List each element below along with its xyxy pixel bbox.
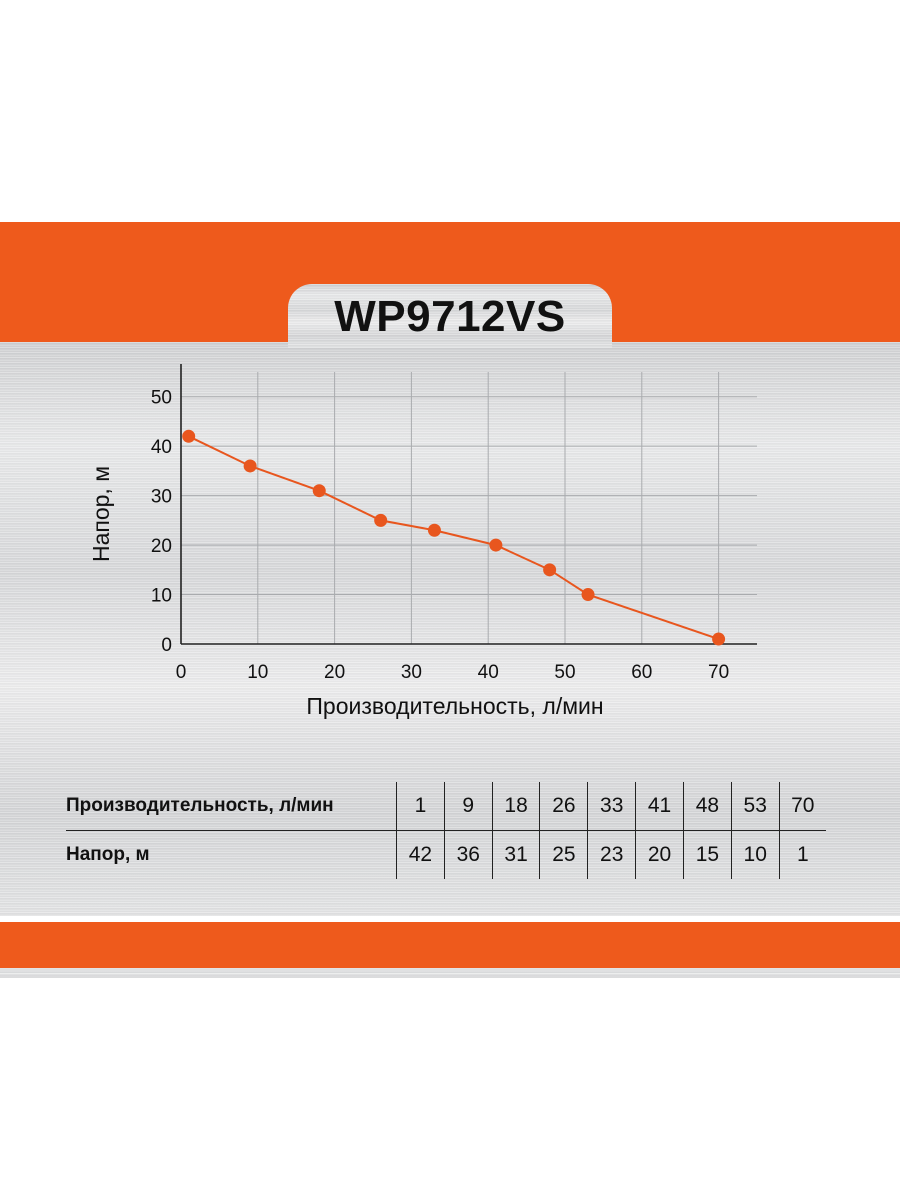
x-tick-label: 0 bbox=[176, 662, 187, 683]
table-cell: 20 bbox=[635, 830, 684, 879]
y-tick-label: 30 bbox=[151, 487, 172, 508]
series-line bbox=[188, 435, 719, 641]
bottom-orange-band bbox=[0, 922, 900, 968]
y-tick-label: 10 bbox=[151, 586, 172, 607]
x-axis-label: Производительность, л/мин bbox=[306, 693, 603, 719]
table-cell: 10 bbox=[730, 830, 780, 879]
y-tick-label: 40 bbox=[151, 437, 172, 458]
x-tick-label: 50 bbox=[554, 662, 575, 683]
row-label: Производительность, л/мин bbox=[66, 782, 397, 831]
table-row: Производительность, л/мин 1 9 18 26 33 41 48 53 7… bbox=[66, 782, 826, 831]
model-title: WP9712VS bbox=[334, 292, 566, 341]
y-tick-label: 20 bbox=[151, 536, 172, 557]
data-point bbox=[374, 513, 388, 527]
x-tick-label: 20 bbox=[324, 662, 345, 683]
table-cell: 9 bbox=[443, 782, 493, 831]
row-label: Напор, м bbox=[66, 844, 150, 865]
table-cell: 70 bbox=[778, 782, 826, 831]
data-point bbox=[312, 484, 326, 498]
x-tick-labels: 0 10 20 30 40 50 60 70 bbox=[176, 662, 729, 683]
table-cell: 33 bbox=[587, 782, 636, 831]
x-tick-label: 60 bbox=[631, 662, 652, 683]
table-cell: 23 bbox=[587, 830, 636, 879]
table-row: Напор, м 42 36 31 25 23 20 15 10 1 bbox=[66, 830, 826, 879]
table-cell: 1 bbox=[396, 782, 445, 831]
y-tick-label: 0 bbox=[161, 635, 172, 656]
y-tick-label: 50 bbox=[151, 388, 172, 409]
data-point bbox=[543, 563, 557, 577]
data-point bbox=[427, 523, 441, 537]
table-cell: 26 bbox=[539, 782, 588, 831]
table-cell: 41 bbox=[635, 782, 684, 831]
table-cell: 42 bbox=[396, 830, 445, 879]
x-tick-label: 70 bbox=[708, 662, 729, 683]
table-cell: 25 bbox=[539, 830, 588, 879]
x-tick-label: 10 bbox=[247, 662, 268, 683]
data-point bbox=[182, 429, 196, 443]
data-point bbox=[243, 459, 257, 473]
data-table: Производительность, л/мин 1 9 18 26 33 41 48 53 7… bbox=[66, 782, 826, 879]
title-tab bbox=[288, 284, 612, 348]
data-point bbox=[581, 588, 595, 602]
y-axis-label: Напор, м bbox=[88, 466, 114, 562]
x-tick-label: 30 bbox=[401, 662, 422, 683]
head-flow-chart: 0 10 20 30 40 50 60 70 0 10 20 30 40 50 Производител… bbox=[88, 364, 757, 719]
chart-grid bbox=[181, 372, 757, 644]
data-point bbox=[489, 538, 503, 552]
table-cell: 53 bbox=[730, 782, 780, 831]
data-point bbox=[712, 632, 726, 646]
series-points bbox=[182, 429, 726, 646]
table-cell: 18 bbox=[491, 782, 540, 831]
spec-card: WP9712VS 0 10 20 30 40 50 60 70 0 10 20 30 40 50 Про… bbox=[0, 222, 900, 978]
table-cell: 31 bbox=[491, 830, 540, 879]
chart-axes bbox=[180, 364, 757, 645]
table-cell: 1 bbox=[778, 830, 826, 879]
table-cell: 15 bbox=[682, 830, 732, 879]
table-cell: 48 bbox=[682, 782, 732, 831]
table-cell: 36 bbox=[443, 830, 493, 879]
x-tick-label: 40 bbox=[478, 662, 499, 683]
y-tick-labels: 0 10 20 30 40 50 bbox=[151, 388, 172, 656]
bottom-metal-strip bbox=[0, 968, 900, 978]
